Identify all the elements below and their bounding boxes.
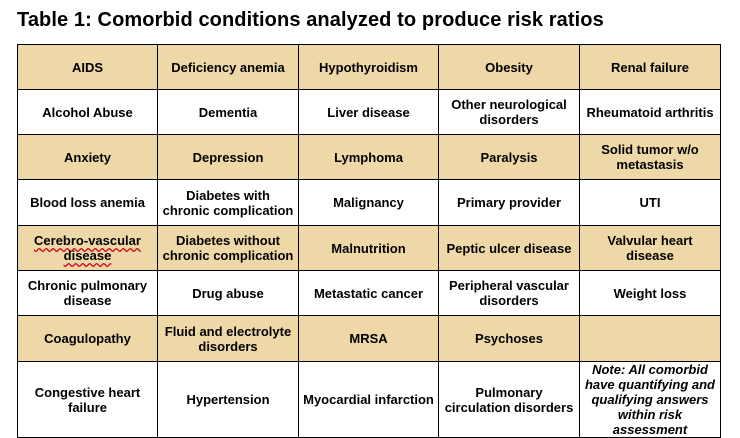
table-cell: Pulmonary circulation disorders: [438, 361, 580, 438]
table-row: Anxiety Depression Lymphoma Paralysis So…: [17, 134, 721, 180]
table-cell: Rheumatoid arthritis: [579, 89, 721, 135]
table-cell: Depression: [157, 134, 299, 180]
table-title: Table 1: Comorbid conditions analyzed to…: [17, 9, 604, 31]
table-cell: Obesity: [438, 44, 580, 90]
table-cell: Liver disease: [298, 89, 439, 135]
table-row: Coagulopathy Fluid and electrolyte disor…: [17, 315, 721, 362]
table-cell: Lymphoma: [298, 134, 439, 180]
table-cell: AIDS: [17, 44, 158, 90]
table-row: Blood loss anemia Diabetes with chronic …: [17, 179, 721, 226]
comorbid-conditions-table: AIDS Deficiency anemia Hypothyroidism Ob…: [17, 44, 721, 438]
table-cell: Peripheral vascular disorders: [438, 270, 580, 316]
table-cell: Chronic pulmonary disease: [17, 270, 158, 316]
table-cell: Metastatic cancer: [298, 270, 439, 316]
table-cell: Primary provider: [438, 179, 580, 226]
table-cell: Psychoses: [438, 315, 580, 362]
table-cell-spellcheck: Cerebro-vascular disease: [17, 225, 158, 271]
table-row: Congestive heart failure Hypertension My…: [17, 361, 721, 438]
table-row: Chronic pulmonary disease Drug abuse Met…: [17, 270, 721, 316]
table-cell: Hypothyroidism: [298, 44, 439, 90]
table-cell: Congestive heart failure: [17, 361, 158, 438]
table-cell: Malignancy: [298, 179, 439, 226]
table-cell: Peptic ulcer disease: [438, 225, 580, 271]
table-cell: Myocardial infarction: [298, 361, 439, 438]
table-row: Alcohol Abuse Dementia Liver disease Oth…: [17, 89, 721, 135]
table-cell: Other neurological disorders: [438, 89, 580, 135]
table-row: AIDS Deficiency anemia Hypothyroidism Ob…: [17, 44, 721, 90]
table-cell: Diabetes with chronic complication: [157, 179, 299, 226]
table-cell: Diabetes without chronic complication: [157, 225, 299, 271]
table-cell: Anxiety: [17, 134, 158, 180]
table-cell: Renal failure: [579, 44, 721, 90]
table-cell: Deficiency anemia: [157, 44, 299, 90]
table-row: Cerebro-vascular disease Diabetes withou…: [17, 225, 721, 271]
table-cell: Paralysis: [438, 134, 580, 180]
table-cell: [579, 315, 721, 362]
table-cell: Coagulopathy: [17, 315, 158, 362]
table-cell: Alcohol Abuse: [17, 89, 158, 135]
table-cell: Hypertension: [157, 361, 299, 438]
table-cell: UTI: [579, 179, 721, 226]
table-cell: Drug abuse: [157, 270, 299, 316]
table-note: Note: All comorbid have quantifying and …: [579, 361, 721, 438]
table-cell: Valvular heart disease: [579, 225, 721, 271]
table-cell: Weight loss: [579, 270, 721, 316]
table-cell: Malnutrition: [298, 225, 439, 271]
table-cell: Solid tumor w/o metastasis: [579, 134, 721, 180]
table-cell: Blood loss anemia: [17, 179, 158, 226]
table-cell: Fluid and electrolyte disorders: [157, 315, 299, 362]
table-cell: MRSA: [298, 315, 439, 362]
table-cell: Dementia: [157, 89, 299, 135]
